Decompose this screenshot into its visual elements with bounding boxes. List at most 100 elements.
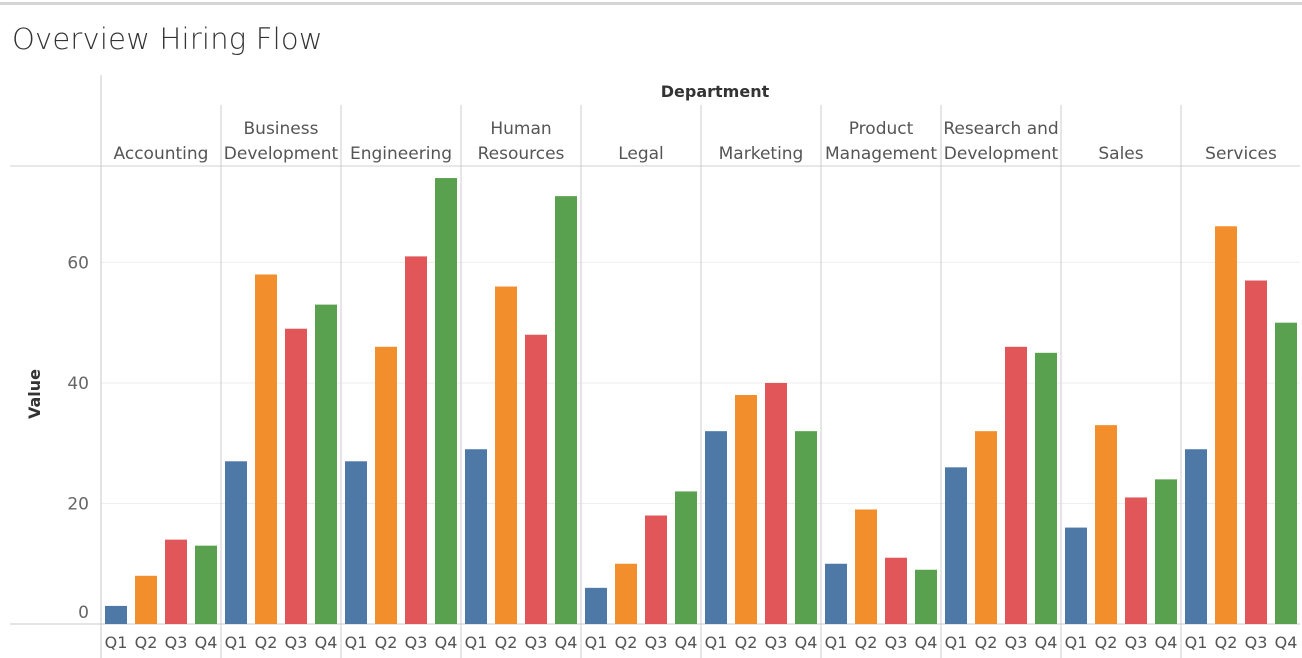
x-tick-label: Q2 bbox=[495, 633, 518, 652]
x-tick-label: Q4 bbox=[1155, 633, 1178, 652]
x-tick-label: Q1 bbox=[825, 633, 848, 652]
bar bbox=[1125, 497, 1147, 624]
y-tick-label: 40 bbox=[67, 374, 89, 394]
x-tick-label: Q2 bbox=[735, 633, 758, 652]
bar bbox=[1185, 449, 1207, 624]
x-tick-label: Q2 bbox=[615, 633, 638, 652]
bar bbox=[105, 605, 127, 624]
x-tick-label: Q4 bbox=[435, 633, 458, 652]
x-tick-label: Q3 bbox=[405, 633, 428, 652]
bar bbox=[795, 431, 817, 624]
x-tick-label: Q3 bbox=[1005, 633, 1028, 652]
bar bbox=[915, 569, 937, 624]
x-tick-label: Q3 bbox=[765, 633, 788, 652]
bar bbox=[495, 286, 517, 624]
bar bbox=[1035, 352, 1057, 624]
bar bbox=[465, 449, 487, 624]
bar bbox=[825, 563, 847, 624]
bars bbox=[105, 178, 1297, 625]
department-label: Human bbox=[490, 119, 551, 139]
department-label: Product bbox=[849, 119, 914, 139]
bar bbox=[765, 382, 787, 624]
bar bbox=[1245, 280, 1267, 624]
x-tick-label: Q1 bbox=[225, 633, 248, 652]
x-tick-label: Q2 bbox=[375, 633, 398, 652]
x-tick-label: Q4 bbox=[555, 633, 578, 652]
x-tick-label: Q2 bbox=[975, 633, 998, 652]
x-tick-label: Q2 bbox=[255, 633, 278, 652]
bar bbox=[885, 557, 907, 624]
y-axis-label: Value bbox=[25, 369, 44, 419]
bar bbox=[675, 491, 697, 624]
department-label: Business bbox=[244, 119, 319, 139]
department-label: Accounting bbox=[114, 144, 209, 164]
department-label: Legal bbox=[618, 144, 664, 164]
x-tick-label: Q2 bbox=[1095, 633, 1118, 652]
x-tick-label: Q3 bbox=[645, 633, 668, 652]
x-tick-label: Q4 bbox=[1275, 633, 1298, 652]
bar bbox=[255, 274, 277, 624]
bar bbox=[945, 467, 967, 624]
bar bbox=[555, 196, 577, 624]
x-tick-label: Q3 bbox=[1245, 633, 1268, 652]
x-tick-label: Q1 bbox=[1185, 633, 1208, 652]
x-tick-label: Q3 bbox=[1125, 633, 1148, 652]
x-tick-label: Q4 bbox=[195, 633, 218, 652]
y-tick-label: 0 bbox=[78, 603, 89, 623]
x-tick-label: Q4 bbox=[675, 633, 698, 652]
bar bbox=[1275, 322, 1297, 624]
bar bbox=[1005, 346, 1027, 624]
department-label: Services bbox=[1205, 144, 1277, 164]
pane-dividers bbox=[100, 75, 1182, 658]
bar bbox=[615, 563, 637, 624]
bar bbox=[315, 304, 337, 624]
department-headers: Department Accounting Business Development… bbox=[114, 82, 1277, 164]
x-tick-label: Q1 bbox=[345, 633, 368, 652]
bar bbox=[285, 328, 307, 624]
x-tick-label: Q1 bbox=[105, 633, 128, 652]
department-column-header: Department bbox=[661, 82, 770, 101]
department-label: Development bbox=[944, 144, 1059, 164]
x-tick-label: Q1 bbox=[585, 633, 608, 652]
x-tick-label: Q4 bbox=[315, 633, 338, 652]
x-tick-label: Q3 bbox=[165, 633, 188, 652]
bar bbox=[435, 178, 457, 625]
x-tick-label: Q2 bbox=[135, 633, 158, 652]
x-tick-label: Q4 bbox=[1035, 633, 1058, 652]
bar bbox=[645, 515, 667, 624]
department-label: Management bbox=[825, 144, 937, 164]
bar bbox=[375, 346, 397, 624]
bar bbox=[195, 545, 217, 624]
bar bbox=[345, 461, 367, 624]
top-border bbox=[0, 2, 1302, 5]
x-tick-label: Q3 bbox=[525, 633, 548, 652]
bar bbox=[975, 431, 997, 624]
department-label: Development bbox=[224, 144, 339, 164]
x-tick-label: Q3 bbox=[885, 633, 908, 652]
bar bbox=[705, 431, 727, 624]
page-title: Overview Hiring Flow bbox=[12, 22, 323, 56]
x-tick-label: Q1 bbox=[1065, 633, 1088, 652]
bar bbox=[165, 539, 187, 624]
bar bbox=[1155, 479, 1177, 624]
y-tick-label: 60 bbox=[67, 253, 89, 273]
bar bbox=[135, 575, 157, 624]
bar bbox=[735, 395, 757, 624]
bar bbox=[855, 509, 877, 624]
department-label: Research and bbox=[943, 119, 1058, 139]
x-axis: Q1 Q2 Q3 Q4 Q1 Q2 Q3 Q4 Q1 Q2 Q3 Q4 Q1 Q2 Q3 Q4 Q1 Q2 Q3 Q4… bbox=[105, 633, 1298, 652]
x-tick-label: Q2 bbox=[855, 633, 878, 652]
bar bbox=[1065, 527, 1087, 624]
bar bbox=[1215, 226, 1237, 624]
x-tick-label: Q2 bbox=[1215, 633, 1238, 652]
x-tick-label: Q4 bbox=[915, 633, 938, 652]
y-tick-label: 20 bbox=[67, 494, 89, 514]
department-label: Engineering bbox=[350, 144, 452, 164]
department-label: Marketing bbox=[719, 144, 804, 164]
x-tick-label: Q1 bbox=[945, 633, 968, 652]
department-label: Sales bbox=[1098, 144, 1143, 164]
bar bbox=[585, 587, 607, 624]
x-tick-label: Q4 bbox=[795, 633, 818, 652]
x-tick-label: Q3 bbox=[285, 633, 308, 652]
